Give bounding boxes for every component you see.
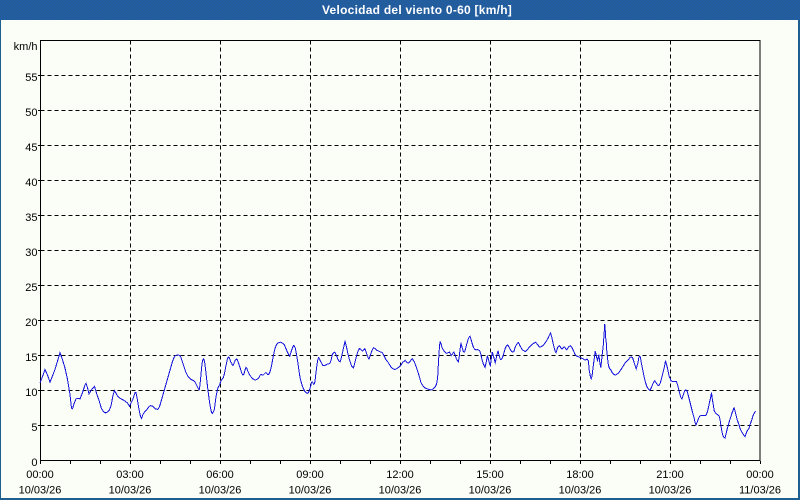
svg-text:12:00: 12:00 [386, 469, 414, 481]
svg-text:21:00: 21:00 [656, 469, 684, 481]
svg-text:18:00: 18:00 [566, 469, 594, 481]
svg-text:35: 35 [25, 212, 37, 224]
svg-text:00:00: 00:00 [26, 469, 54, 481]
svg-text:00:00: 00:00 [746, 469, 774, 481]
svg-text:15: 15 [25, 352, 37, 364]
svg-text:10/03/26: 10/03/26 [469, 485, 512, 497]
svg-text:0: 0 [31, 457, 37, 469]
svg-text:40: 40 [25, 177, 37, 189]
svg-text:10/03/26: 10/03/26 [19, 485, 62, 497]
svg-text:03:00: 03:00 [116, 469, 144, 481]
svg-text:10/03/26: 10/03/26 [649, 485, 692, 497]
svg-text:10/03/26: 10/03/26 [109, 485, 152, 497]
svg-text:06:00: 06:00 [206, 469, 234, 481]
svg-text:10/03/26: 10/03/26 [199, 485, 242, 497]
svg-text:45: 45 [25, 142, 37, 154]
svg-text:10/03/26: 10/03/26 [559, 485, 602, 497]
svg-text:11/03/26: 11/03/26 [739, 485, 781, 497]
svg-text:5: 5 [31, 422, 37, 434]
svg-text:55: 55 [25, 72, 37, 84]
svg-text:15:00: 15:00 [476, 469, 504, 481]
svg-text:09:00: 09:00 [296, 469, 324, 481]
svg-text:30: 30 [25, 247, 37, 259]
svg-text:10: 10 [25, 387, 37, 399]
svg-text:25: 25 [25, 282, 37, 294]
svg-text:km/h: km/h [14, 41, 38, 53]
svg-text:50: 50 [25, 107, 37, 119]
svg-text:10/03/26: 10/03/26 [289, 485, 332, 497]
svg-text:10/03/26: 10/03/26 [379, 485, 422, 497]
svg-text:20: 20 [25, 317, 37, 329]
